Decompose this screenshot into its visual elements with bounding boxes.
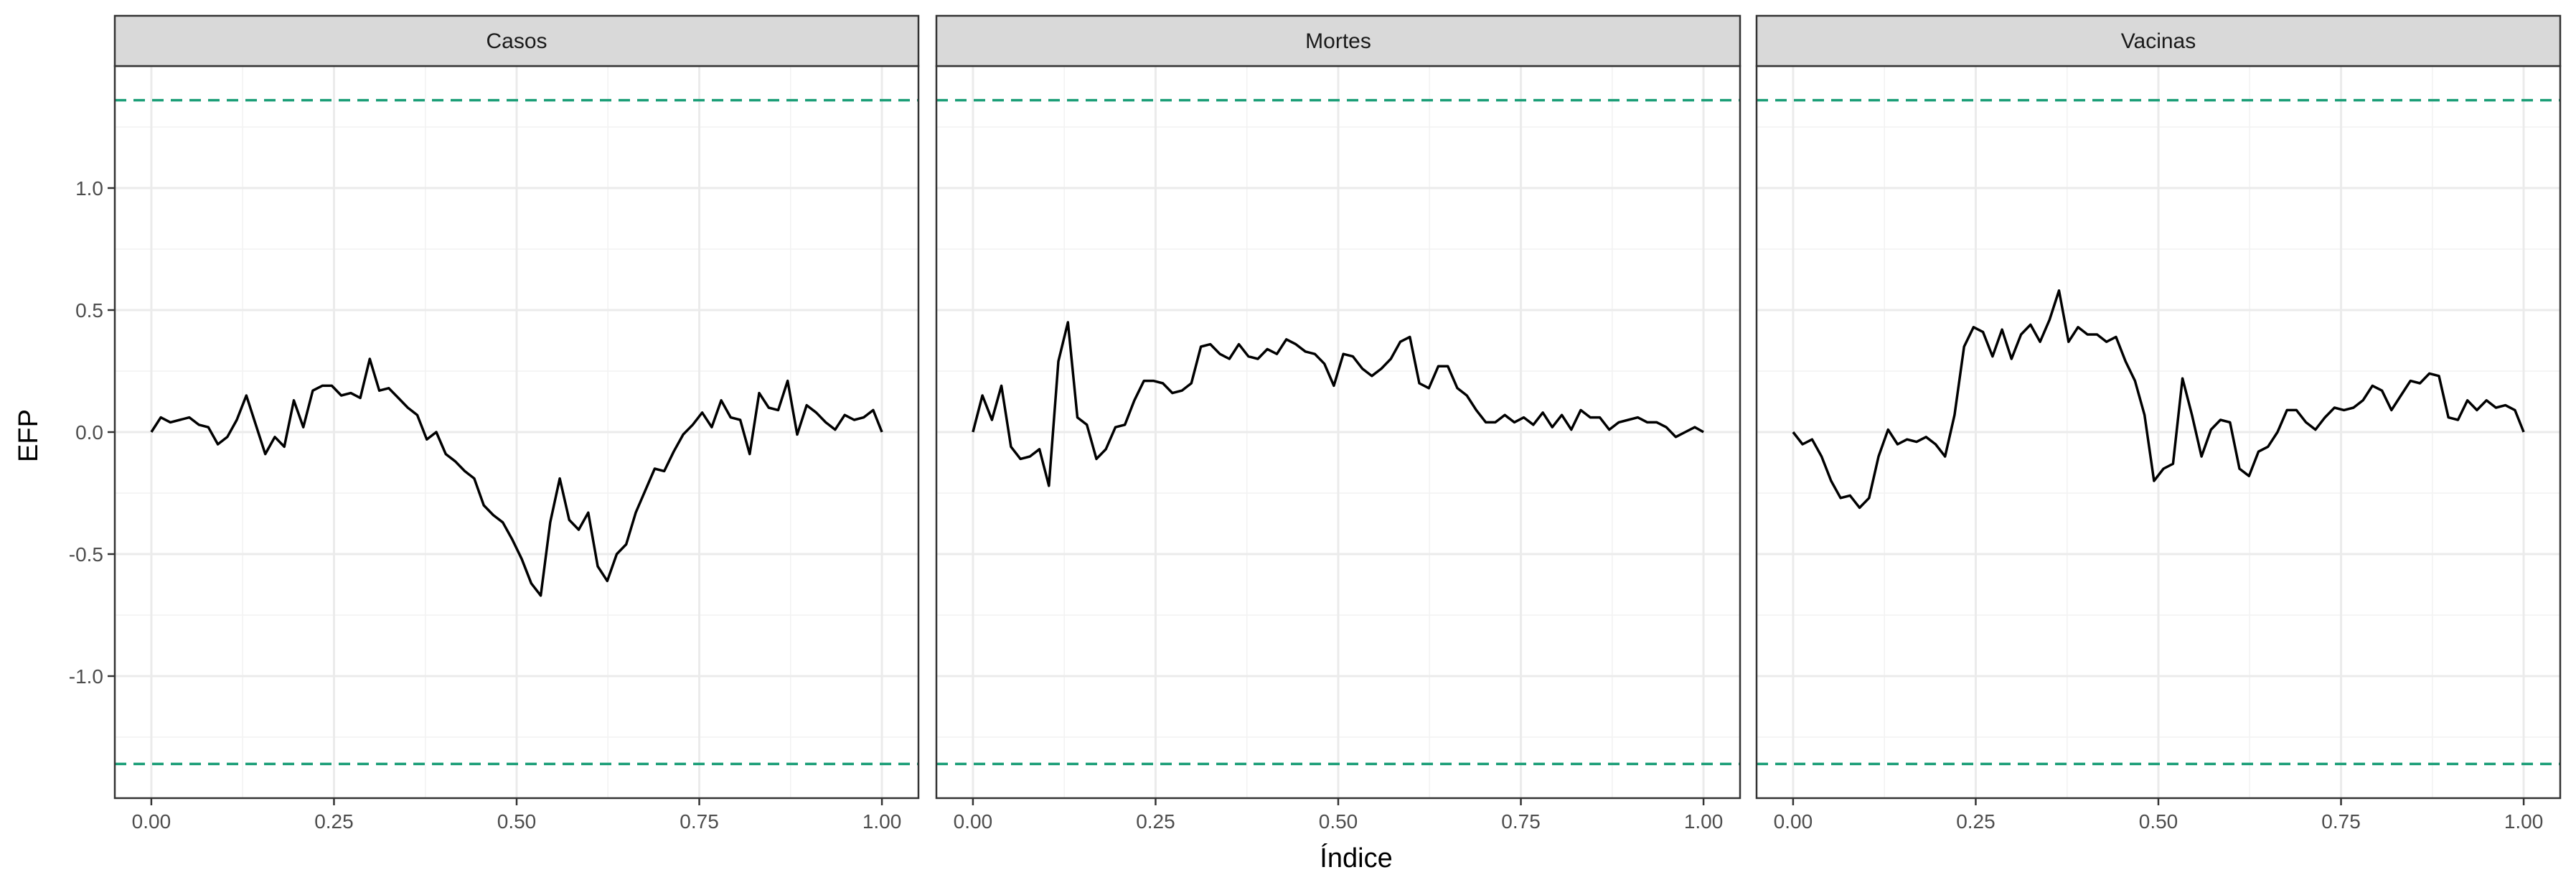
y-tick-label: -1.0 [69, 665, 103, 688]
y-axis-title: EFP [14, 409, 44, 462]
y-tick-label: 0.0 [75, 421, 103, 444]
x-tick-label: 0.50 [2139, 810, 2178, 833]
x-tick-label: 0.75 [1501, 810, 1541, 833]
x-tick-label: 0.50 [497, 810, 537, 833]
x-tick-label: 0.75 [680, 810, 719, 833]
facet-strip-label: Vacinas [2121, 29, 2196, 53]
y-tick-label: 0.5 [75, 299, 103, 322]
x-tick-label: 1.00 [2504, 810, 2544, 833]
facet-strip [113, 14, 920, 67]
panel-vacinas: Vacinas 0.00 0.25 0.50 0.75 1.00 [1755, 14, 2562, 833]
facet-strip [1755, 14, 2562, 67]
x-tick-label: 0.00 [954, 810, 993, 833]
y-axis: -1.0 -0.5 0.0 0.5 1.0 [69, 177, 115, 688]
x-tick-label: 1.00 [862, 810, 902, 833]
series-line-vacinas [1792, 289, 2525, 510]
y-tick-label: -0.5 [69, 543, 103, 566]
x-tick-label: 0.25 [1956, 810, 1996, 833]
x-tick-label: 1.00 [1684, 810, 1724, 833]
series-line-casos [150, 357, 883, 597]
y-tick-label: 1.0 [75, 177, 103, 200]
x-tick-label: 0.50 [1319, 810, 1358, 833]
facet-strip-label: Mortes [1305, 29, 1371, 53]
panels-layer: Casos 0.00 0.25 0.50 0.75 1.00 Mortes 0.00 0.25 0… [113, 14, 2562, 833]
x-axis-title: Índice [1320, 843, 1392, 873]
panel-casos: Casos 0.00 0.25 0.50 0.75 1.00 [113, 14, 920, 833]
x-tick-label: 0.00 [132, 810, 171, 833]
facet-strip-label: Casos [486, 29, 547, 53]
x-tick-label: 0.75 [2321, 810, 2361, 833]
facet-strip [935, 14, 1741, 67]
panel-mortes: Mortes 0.00 0.25 0.50 0.75 1.00 [935, 14, 1741, 833]
x-tick-label: 0.00 [1774, 810, 1813, 833]
x-tick-label: 0.25 [1136, 810, 1175, 833]
series-line-mortes [972, 321, 1704, 487]
x-tick-label: 0.25 [314, 810, 354, 833]
